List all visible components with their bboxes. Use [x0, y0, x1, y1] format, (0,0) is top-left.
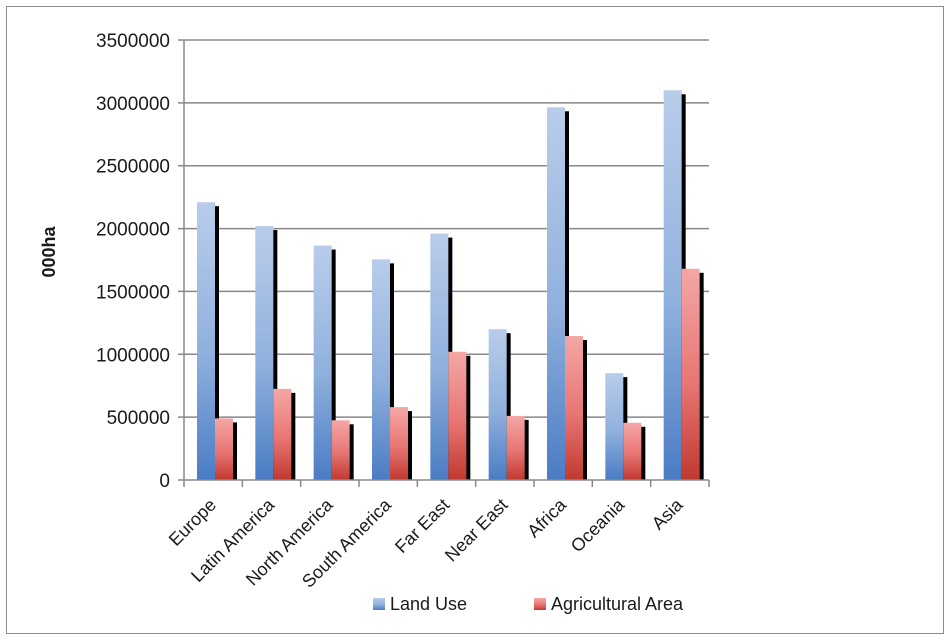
chart-frame: 0 500000 1000000 1500000 2000000 2500000 30000… [6, 6, 944, 634]
bar-land-use [197, 202, 215, 480]
bar-land-use [372, 259, 390, 480]
bar-land-use [663, 90, 682, 481]
legend-swatch [534, 598, 546, 610]
bar-agricultural-area [506, 415, 525, 480]
y-axis-tick-labels: 0 500000 1000000 1500000 2000000 2500000 30000… [96, 31, 170, 492]
bar-land-use [605, 373, 624, 480]
bar-land-use [547, 107, 565, 480]
y-tick-label: 0 [159, 471, 170, 492]
y-axis-label: 000ha [39, 225, 59, 277]
legend: Land Use Agricultural Area [373, 594, 684, 614]
x-tick-label: Africa [523, 494, 570, 541]
legend-label: Land Use [390, 594, 467, 614]
y-tick-label: 1500000 [96, 282, 170, 303]
y-tick-label: 500000 [107, 408, 170, 429]
bar-land-use [255, 226, 274, 480]
bar-chart: 0 500000 1000000 1500000 2000000 2500000 30000… [39, 31, 710, 614]
bar-agricultural-area [448, 351, 467, 480]
x-tick-label: Europe [165, 495, 220, 550]
x-tick-label: Near East [441, 495, 512, 566]
legend-label: Agricultural Area [551, 594, 684, 614]
legend-swatch [373, 598, 385, 610]
x-tick-label: Oceania [567, 494, 629, 556]
axes [178, 40, 710, 487]
bars [197, 90, 704, 481]
y-tick-label: 2500000 [96, 157, 170, 178]
y-tick-label: 3000000 [96, 94, 170, 115]
bar-agricultural-area [623, 422, 642, 480]
x-tick-label: Asia [648, 494, 688, 534]
y-tick-label: 1000000 [96, 345, 170, 366]
y-tick-label: 2000000 [96, 220, 170, 241]
bar-agricultural-area [681, 268, 700, 480]
bar-agricultural-area [390, 407, 408, 480]
bar-land-use [430, 233, 449, 480]
y-tick-label: 3500000 [96, 31, 170, 52]
bar-agricultural-area [331, 420, 350, 480]
bar-agricultural-area [273, 388, 292, 480]
bar-agricultural-area [215, 418, 233, 480]
bar-land-use [313, 245, 332, 480]
bar-land-use [488, 329, 507, 480]
bar-agricultural-area [565, 336, 583, 480]
